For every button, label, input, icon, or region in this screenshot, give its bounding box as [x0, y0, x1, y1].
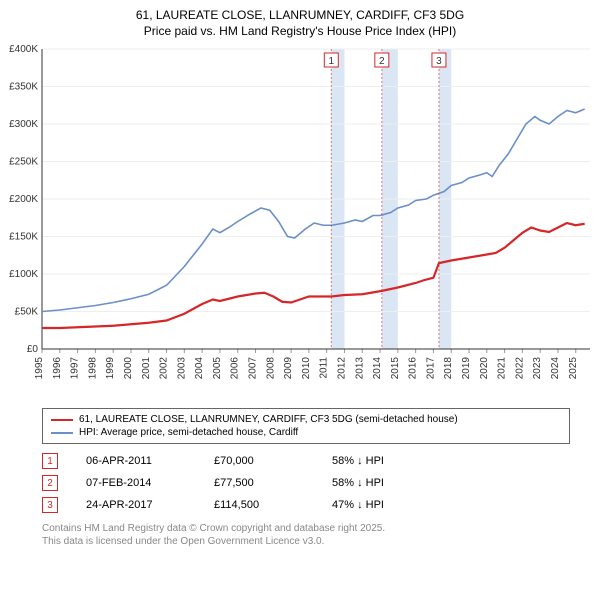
legend-item-hpi: HPI: Average price, semi-detached house,…	[51, 426, 561, 439]
marker-table: 1 06-APR-2011 £70,000 58% ↓ HPI 2 07-FEB…	[42, 450, 570, 516]
legend-swatch-paid	[51, 419, 73, 421]
footnote-line2: This data is licensed under the Open Gov…	[42, 535, 570, 548]
svg-text:1997: 1997	[70, 357, 81, 380]
svg-text:2019: 2019	[461, 357, 472, 380]
chart-title: 61, LAUREATE CLOSE, LLANRUMNEY, CARDIFF,…	[0, 0, 600, 39]
svg-text:2013: 2013	[354, 357, 365, 380]
svg-text:£250K: £250K	[9, 157, 38, 168]
svg-text:1999: 1999	[105, 357, 116, 380]
svg-text:2022: 2022	[514, 357, 525, 380]
marker-delta: 58% ↓ HPI	[332, 455, 384, 467]
svg-text:2024: 2024	[550, 357, 561, 380]
svg-text:2011: 2011	[319, 357, 330, 379]
marker-date: 06-APR-2011	[86, 455, 186, 467]
svg-text:£200K: £200K	[9, 194, 38, 205]
svg-text:2003: 2003	[176, 357, 187, 380]
svg-text:3: 3	[436, 56, 442, 67]
svg-text:1998: 1998	[87, 357, 98, 380]
marker-price: £77,500	[214, 477, 304, 489]
footnote-line1: Contains HM Land Registry data © Crown c…	[42, 522, 570, 535]
svg-text:2002: 2002	[159, 357, 170, 380]
footnote: Contains HM Land Registry data © Crown c…	[42, 522, 570, 548]
svg-text:2000: 2000	[123, 357, 134, 380]
marker-price: £70,000	[214, 455, 304, 467]
svg-text:2017: 2017	[425, 357, 436, 380]
svg-text:£400K: £400K	[9, 44, 38, 55]
svg-text:£100K: £100K	[9, 269, 38, 280]
svg-text:2023: 2023	[532, 357, 543, 380]
svg-text:2007: 2007	[248, 357, 259, 380]
svg-text:2025: 2025	[568, 357, 579, 380]
svg-text:£50K: £50K	[15, 307, 39, 318]
legend-item-paid: 61, LAUREATE CLOSE, LLANRUMNEY, CARDIFF,…	[51, 413, 561, 426]
svg-text:2020: 2020	[479, 357, 490, 380]
svg-text:£0: £0	[27, 344, 39, 355]
marker-row-3: 3 24-APR-2017 £114,500 47% ↓ HPI	[42, 494, 570, 516]
svg-text:1: 1	[329, 56, 335, 67]
legend-label-paid: 61, LAUREATE CLOSE, LLANRUMNEY, CARDIFF,…	[79, 414, 458, 425]
title-line1: 61, LAUREATE CLOSE, LLANRUMNEY, CARDIFF,…	[0, 8, 600, 24]
svg-text:2009: 2009	[283, 357, 294, 380]
svg-text:2016: 2016	[408, 357, 419, 380]
legend-swatch-hpi	[51, 432, 73, 434]
marker-delta: 58% ↓ HPI	[332, 477, 384, 489]
legend-label-hpi: HPI: Average price, semi-detached house,…	[79, 427, 298, 438]
title-line2: Price paid vs. HM Land Registry's House …	[0, 24, 600, 40]
marker-price: £114,500	[214, 499, 304, 511]
svg-text:2010: 2010	[301, 357, 312, 380]
marker-row-2: 2 07-FEB-2014 £77,500 58% ↓ HPI	[42, 472, 570, 494]
marker-badge: 1	[42, 453, 58, 469]
svg-text:2012: 2012	[336, 357, 347, 380]
svg-text:2021: 2021	[497, 357, 508, 380]
svg-text:£150K: £150K	[9, 232, 38, 243]
marker-delta: 47% ↓ HPI	[332, 499, 384, 511]
marker-badge: 2	[42, 475, 58, 491]
svg-text:£300K: £300K	[9, 119, 38, 130]
svg-text:2015: 2015	[390, 357, 401, 380]
svg-text:2018: 2018	[443, 357, 454, 380]
marker-date: 24-APR-2017	[86, 499, 186, 511]
svg-text:2006: 2006	[230, 357, 241, 380]
svg-text:2001: 2001	[141, 357, 152, 380]
chart-area: £0 £50K £100K £150K £200K £250K £300K £350K £400…	[0, 39, 600, 404]
svg-text:2008: 2008	[265, 357, 276, 380]
svg-text:2: 2	[379, 56, 385, 67]
marker-badge: 3	[42, 497, 58, 513]
legend: 61, LAUREATE CLOSE, LLANRUMNEY, CARDIFF,…	[42, 408, 570, 444]
svg-text:2014: 2014	[372, 357, 383, 380]
marker-row-1: 1 06-APR-2011 £70,000 58% ↓ HPI	[42, 450, 570, 472]
svg-text:2005: 2005	[212, 357, 223, 380]
svg-text:2004: 2004	[194, 357, 205, 380]
svg-text:£350K: £350K	[9, 82, 38, 93]
marker-date: 07-FEB-2014	[86, 477, 186, 489]
svg-text:1995: 1995	[34, 357, 45, 380]
svg-text:1996: 1996	[52, 357, 63, 380]
